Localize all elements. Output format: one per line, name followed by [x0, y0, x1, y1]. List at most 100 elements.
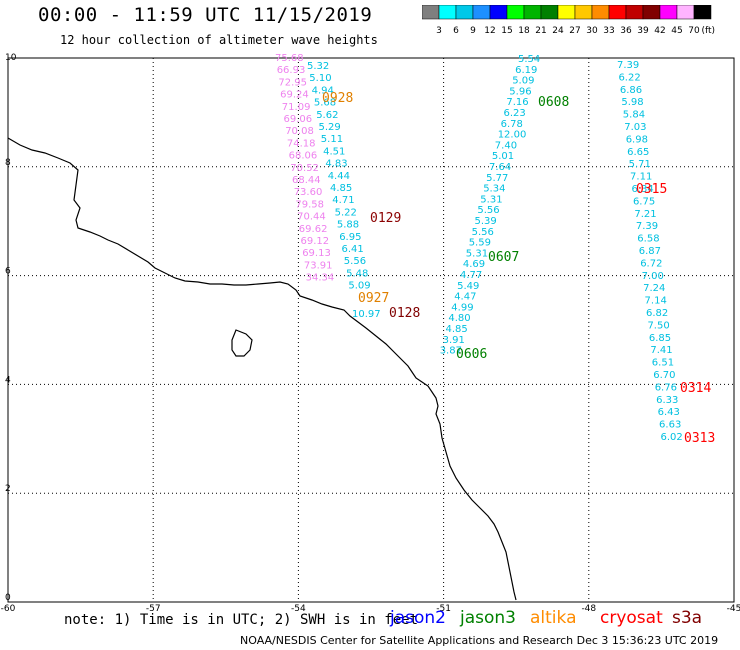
- wave-height-value: 69.12: [301, 236, 330, 247]
- wave-height-value: 7.64: [489, 162, 511, 173]
- wave-height-value: 6.70: [653, 370, 675, 381]
- legend-label: 36: [620, 26, 632, 36]
- legend-swatch: [472, 5, 491, 20]
- wave-height-value: 66.93: [277, 65, 306, 76]
- legend-label: 9: [470, 26, 476, 36]
- x-tick-label: -48: [581, 604, 596, 614]
- wave-height-value: 4.44: [328, 171, 350, 182]
- wave-height-value: 5.59: [469, 238, 491, 249]
- legend-swatch: [489, 5, 508, 20]
- x-tick-label: -45: [727, 604, 740, 614]
- legend-swatch: [523, 5, 542, 20]
- wave-height-value: 6.72: [640, 258, 662, 269]
- wave-height-value: 5.56: [472, 227, 494, 238]
- wave-height-value: 5.54: [518, 54, 540, 65]
- pass-time-label: 0129: [370, 211, 401, 226]
- wave-height-value: 4.99: [451, 302, 473, 313]
- legend-unit: (ft): [701, 26, 715, 36]
- wave-height-value: 73.60: [294, 187, 323, 198]
- legend-swatch: [676, 5, 695, 20]
- wave-height-value: 4.69: [463, 259, 485, 270]
- wave-height-value: 74.18: [287, 138, 316, 149]
- wave-height-value: 6.63: [659, 420, 681, 431]
- wave-height-value: 7.03: [624, 122, 646, 133]
- legend-label: 70: [688, 26, 700, 36]
- y-tick-label: 2: [5, 484, 11, 494]
- y-tick-label: 8: [5, 158, 11, 168]
- map-title: 00:00 - 11:59 UTC 11/15/2019: [38, 4, 373, 26]
- wave-height-value: 4.71: [332, 195, 354, 206]
- wave-height-value: 3.87: [440, 346, 462, 357]
- pass-time-label: 0313: [684, 431, 715, 446]
- wave-height-value: 5.88: [337, 220, 359, 231]
- wave-height-value: 72.95: [278, 77, 307, 88]
- y-tick-label: 0: [5, 593, 11, 603]
- wave-height-value: 5.09: [348, 281, 370, 292]
- wave-height-value: 5.62: [316, 110, 338, 121]
- wave-height-value: 5.56: [477, 205, 499, 216]
- y-tick-label: 10: [5, 53, 17, 63]
- legend-swatch: [557, 5, 576, 20]
- wave-height-value: 6.87: [639, 246, 661, 257]
- wave-height-value: 7.41: [650, 345, 672, 356]
- wave-height-value: 69.24: [280, 90, 309, 101]
- track-jason3: 5.325.104.94 5.685.625.295.114.51 4.834.44…: [307, 61, 389, 306]
- satellite-name: cryosat: [600, 608, 663, 628]
- pass-time-label: 0128: [389, 306, 420, 321]
- wave-height-value: 5.34: [483, 184, 505, 195]
- legend-label: 18: [518, 26, 530, 36]
- wave-height-value: 73.91: [304, 260, 333, 271]
- wave-height-value: 5.29: [319, 122, 341, 133]
- x-tick-label: -54: [291, 604, 306, 614]
- wave-height-value: 75.68: [275, 53, 304, 64]
- wave-height-value: 6.76: [655, 382, 677, 393]
- pass-time-label: 0928: [322, 91, 353, 106]
- wave-height-value: 5.77: [486, 173, 508, 184]
- legend-label: 24: [552, 26, 564, 36]
- legend-swatch: [540, 5, 559, 20]
- wave-height-value: 34.34: [306, 273, 335, 284]
- wave-height-value: 70.52: [290, 163, 319, 174]
- wave-height-value: 79.58: [295, 199, 324, 210]
- wave-height-value: 7.11: [630, 172, 652, 183]
- wave-height-value: 10.97: [352, 309, 381, 320]
- wave-height-value: 5.49: [457, 281, 479, 292]
- legend-label: 27: [569, 26, 580, 36]
- wave-height-value: 6.78: [501, 119, 523, 130]
- legend-swatch: [642, 5, 661, 20]
- wave-height-value: 5.01: [492, 151, 514, 162]
- wave-height-value: 6.22: [618, 72, 640, 83]
- wave-height-value: 5.48: [346, 268, 368, 279]
- wave-height-value: 6.98: [626, 134, 648, 145]
- wave-height-value: 5.22: [335, 207, 357, 218]
- wave-height-value: 7.14: [645, 296, 667, 307]
- wave-height-value: 7.39: [636, 221, 658, 232]
- wave-height-value: 6.23: [504, 108, 526, 119]
- wave-height-value: 6.51: [652, 358, 674, 369]
- wave-height-value: 5.31: [466, 248, 488, 259]
- credit-line: NOAA/NESDIS Center for Satellite Applica…: [240, 634, 719, 647]
- wave-height-value: 5.71: [629, 159, 651, 170]
- wave-height-value: 4.83: [325, 159, 347, 170]
- wave-height-value: 6.65: [627, 147, 649, 158]
- legend-label: 33: [603, 26, 614, 36]
- legend-swatch: [591, 5, 610, 20]
- legend-swatch: [693, 5, 712, 20]
- plot-frame: [7, 57, 735, 603]
- wave-height-value: 68.44: [292, 175, 321, 186]
- pass-time-label: 0314: [680, 381, 711, 396]
- wave-height-value: 6.86: [620, 85, 642, 96]
- x-tick-label: -51: [436, 604, 451, 614]
- wave-height-value: 6.41: [342, 244, 364, 255]
- wave-height-value: 3.91: [443, 335, 465, 346]
- wave-height-value: 12.00: [498, 130, 527, 141]
- wave-height-value: 7.21: [634, 209, 656, 220]
- wave-height-value: 6.02: [661, 432, 683, 443]
- axis-tick-labels: -60 -57 -54 -51 -48 -45 0 2 4 6 8 10: [1, 53, 740, 614]
- wave-height-value: 5.56: [344, 256, 366, 267]
- grid-lines: [8, 58, 734, 602]
- pass-time-label: 0606: [456, 347, 487, 362]
- wave-height-value: 5.10: [309, 73, 331, 84]
- legend-swatch: [608, 5, 627, 20]
